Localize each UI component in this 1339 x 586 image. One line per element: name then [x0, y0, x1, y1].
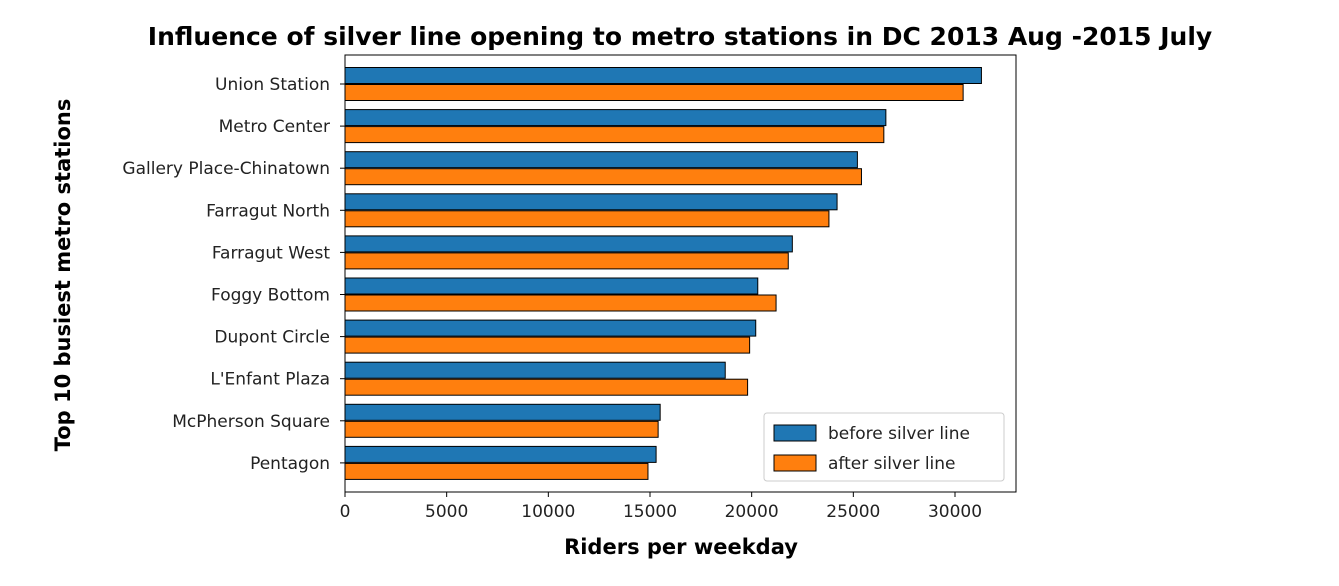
bar-after-0 — [344, 84, 964, 101]
y-tick-label: Pentagon — [250, 454, 330, 474]
y-tick-label: Union Station — [215, 75, 330, 95]
bar-before-1 — [344, 109, 887, 127]
bar-before-4 — [344, 235, 793, 253]
bar-before-8 — [344, 403, 661, 421]
x-tick-label: 10000 — [521, 502, 575, 522]
bar-after-5 — [344, 294, 777, 312]
bar-after-3 — [344, 210, 830, 228]
x-tick-label: 25000 — [826, 502, 880, 522]
bar-after-6 — [344, 336, 751, 354]
y-tick-label: Metro Center — [219, 117, 330, 137]
y-tick-label: Dupont Circle — [214, 328, 330, 348]
x-tick-label: 20000 — [725, 502, 779, 522]
y-tick-label: McPherson Square — [172, 412, 330, 432]
y-tick-labels: Union Station Metro Center Gallery Place-C… — [122, 75, 345, 474]
bar-after-2 — [344, 168, 862, 186]
legend-swatch-0 — [773, 424, 817, 442]
y-tick-label: Foggy Bottom — [211, 286, 330, 306]
x-tick-label: 30000 — [928, 502, 982, 522]
bar-after-7 — [344, 378, 749, 396]
legend-swatch-1 — [773, 454, 817, 472]
bar-after-9 — [344, 462, 649, 480]
y-tick-label: Farragut West — [212, 243, 330, 263]
y-axis-label: Top 10 busiest metro stations — [51, 99, 75, 452]
y-tick-label: Gallery Place-Chinatown — [122, 159, 330, 179]
x-tick-label: 15000 — [623, 502, 677, 522]
x-axis-label: Riders per weekday — [564, 535, 798, 559]
plot-frame — [344, 54, 1017, 493]
legend-label-1: after silver line — [828, 454, 956, 474]
legend-box — [763, 412, 1005, 482]
bar-before-2 — [344, 151, 858, 169]
bar-after-8 — [344, 420, 659, 438]
x-tick-label: 0 — [340, 502, 351, 522]
x-ticks: 0 5000 10000 15000 20000 25000 30000 — [340, 492, 982, 522]
bar-before-5 — [344, 277, 759, 295]
bar-after-4 — [344, 252, 789, 270]
legend-label-0: before silver line — [828, 424, 970, 444]
bar-before-9 — [344, 445, 657, 463]
legend: before silver line after silver line — [763, 412, 1005, 482]
bar-before-3 — [344, 193, 838, 211]
chart-title: Influence of silver line opening to metr… — [148, 22, 1212, 51]
bar-before-6 — [344, 319, 757, 337]
y-tick-label: L'Enfant Plaza — [210, 370, 330, 390]
bar-before-0 — [344, 67, 982, 84]
bar-after-1 — [344, 126, 885, 144]
y-tick-label: Farragut North — [206, 201, 330, 221]
x-tick-label: 5000 — [425, 502, 468, 522]
bar-before-7 — [344, 361, 726, 379]
